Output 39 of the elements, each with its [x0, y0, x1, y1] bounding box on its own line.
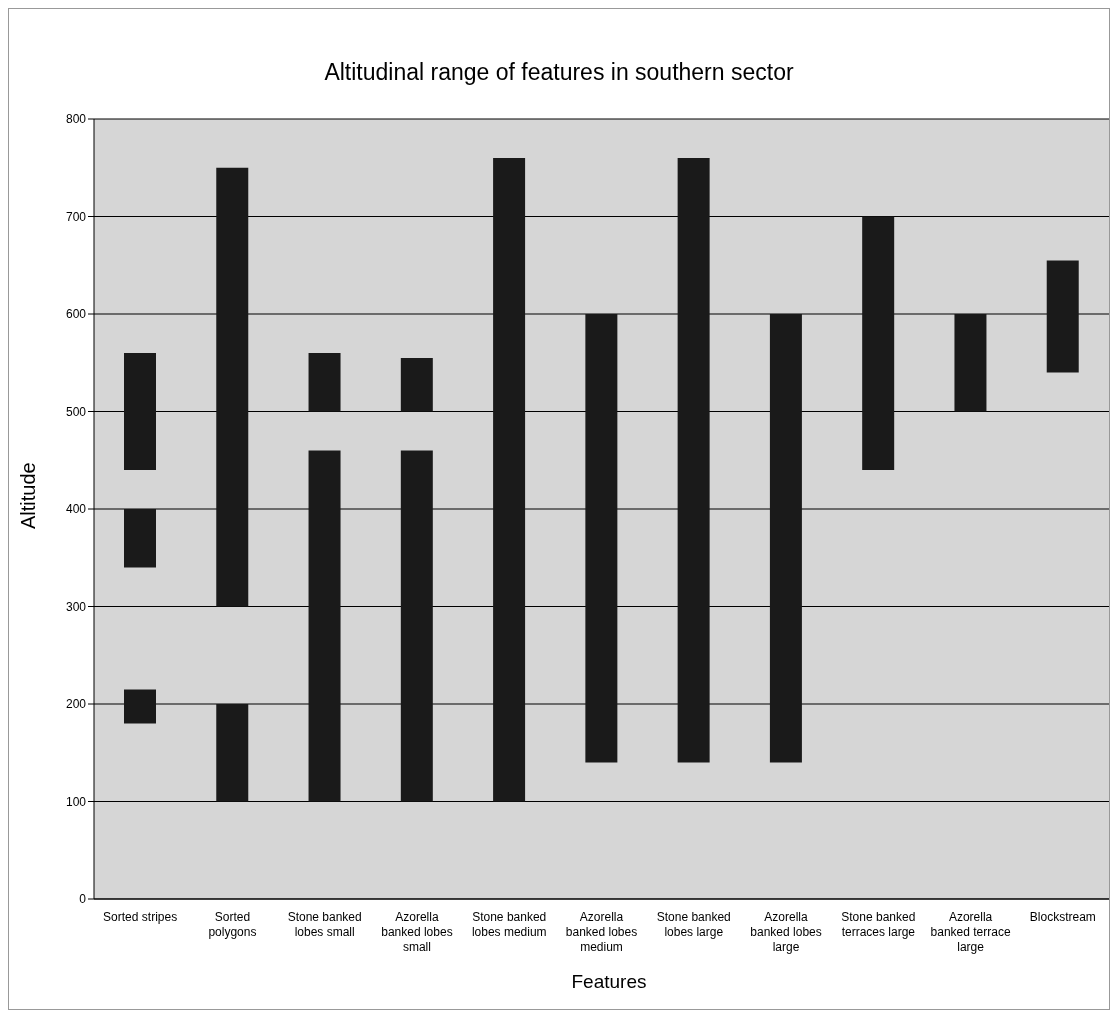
y-tick-label: 100 — [65, 794, 87, 809]
bar — [124, 353, 156, 470]
bar — [308, 353, 341, 412]
bar — [585, 314, 618, 763]
x-tick-label: Azorella banked lobes medium — [565, 910, 638, 954]
x-tick-label: Sorted polygons — [208, 910, 257, 939]
x-tick-label: Stone banked lobes medium — [471, 910, 547, 939]
y-tick-label: 800 — [65, 112, 87, 127]
x-axis-title: Features — [570, 971, 648, 993]
y-tick-label: 500 — [65, 404, 87, 419]
bar — [216, 167, 249, 607]
x-tick-label: Stone banked lobes large — [656, 910, 731, 939]
x-tick-label: Sorted stripes — [103, 910, 178, 924]
bar — [493, 158, 526, 802]
bar — [769, 314, 802, 763]
bar — [1046, 260, 1079, 373]
x-tick-label: Blockstream — [1029, 910, 1096, 924]
y-tick-label: 400 — [65, 502, 87, 517]
bar — [677, 158, 710, 763]
y-axis-title: Altitude — [17, 462, 39, 529]
chart-title: Altitudinal range of features in southern sector — [323, 59, 795, 86]
y-tick-label: 700 — [65, 209, 87, 224]
bar — [124, 689, 156, 724]
x-tick-label: Azorella banked lobes large — [750, 910, 822, 954]
x-tick-label: Azorella banked terrace large — [930, 910, 1011, 954]
bar — [308, 450, 341, 802]
y-tick-label: 200 — [65, 697, 87, 712]
y-tick-label: 0 — [79, 892, 87, 907]
bar — [954, 314, 987, 412]
x-tick-label: Stone banked lobes small — [287, 910, 362, 939]
x-tick-label: Stone banked terraces large — [841, 910, 916, 939]
bar — [400, 357, 433, 412]
bar — [400, 450, 433, 802]
bar — [216, 704, 249, 802]
bar — [124, 509, 156, 568]
x-tick-label: Azorella banked lobes small — [381, 910, 453, 954]
y-tick-label: 300 — [65, 599, 87, 614]
bar — [862, 216, 895, 470]
y-tick-label: 600 — [65, 307, 87, 322]
